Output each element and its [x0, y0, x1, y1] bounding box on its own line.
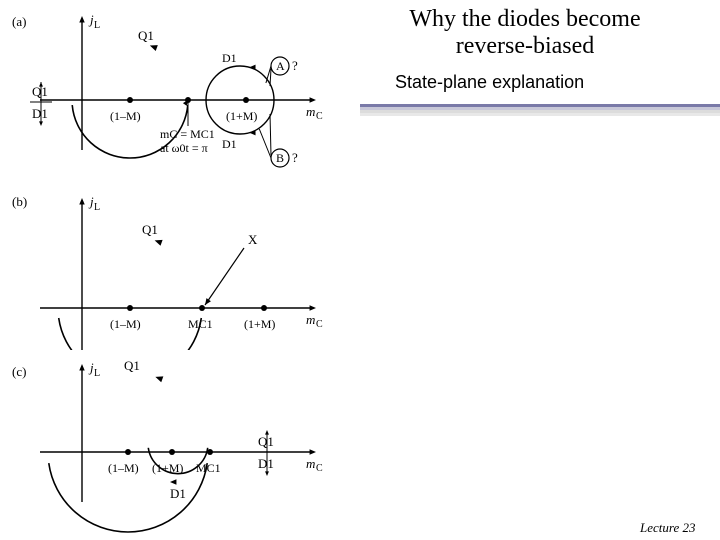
svg-text:mC = MC1: mC = MC1 [160, 127, 215, 141]
svg-text:L: L [94, 20, 100, 31]
svg-text:(1+M): (1+M) [244, 317, 275, 331]
footer-lecture: Lecture 23 [640, 520, 695, 536]
svg-text:?: ? [292, 58, 298, 73]
svg-text:A: A [276, 59, 285, 73]
svg-text:X: X [248, 232, 258, 247]
svg-text:?: ? [292, 150, 298, 165]
svg-text:(1+M): (1+M) [152, 461, 183, 475]
svg-text:MC1: MC1 [188, 317, 213, 331]
svg-text:Q1: Q1 [124, 360, 140, 373]
svg-text:Q1: Q1 [258, 434, 274, 449]
title-line2: reverse-biased [360, 33, 690, 60]
diagram-panel-b: (b)jLmCQ1(1–M)MC1(1+M)X [10, 190, 340, 350]
subtitle: State-plane explanation [395, 72, 584, 93]
title-line1: Why the diodes become [360, 6, 690, 33]
page-title: Why the diodes become reverse-biased [360, 6, 690, 60]
svg-text:(1–M): (1–M) [108, 461, 139, 475]
svg-text:(b): (b) [12, 194, 27, 209]
svg-text:(a): (a) [12, 14, 26, 29]
svg-text:L: L [94, 202, 100, 213]
svg-text:D1: D1 [222, 137, 237, 151]
diagram-panel-a: (a)jLmCQ1D1Q1D1D1A?B?(1–M)(1+M)mC = MC1a… [10, 10, 340, 180]
svg-text:C: C [316, 319, 323, 330]
diagram-panel-c: (c)jLmCQ1D1(1–M)(1+M)MC1Q1D1 [10, 360, 340, 535]
svg-text:D1: D1 [170, 486, 186, 501]
svg-text:(1+M): (1+M) [226, 109, 257, 123]
svg-text:at ω0t = π: at ω0t = π [160, 141, 208, 155]
svg-text:(1–M): (1–M) [110, 109, 141, 123]
svg-text:m: m [306, 104, 315, 119]
svg-text:L: L [94, 368, 100, 379]
svg-text:Q1: Q1 [142, 222, 158, 237]
svg-text:m: m [306, 456, 315, 471]
svg-text:D1: D1 [258, 456, 274, 471]
svg-text:B: B [276, 151, 284, 165]
svg-text:m: m [306, 312, 315, 327]
svg-text:C: C [316, 463, 323, 474]
svg-text:D1: D1 [32, 106, 48, 121]
svg-text:D1: D1 [222, 51, 237, 65]
svg-text:(1–M): (1–M) [110, 317, 141, 331]
svg-text:C: C [316, 111, 323, 122]
svg-text:Q1: Q1 [138, 28, 154, 43]
svg-text:(c): (c) [12, 364, 26, 379]
section-divider [360, 104, 720, 116]
svg-text:MC1: MC1 [196, 461, 221, 475]
